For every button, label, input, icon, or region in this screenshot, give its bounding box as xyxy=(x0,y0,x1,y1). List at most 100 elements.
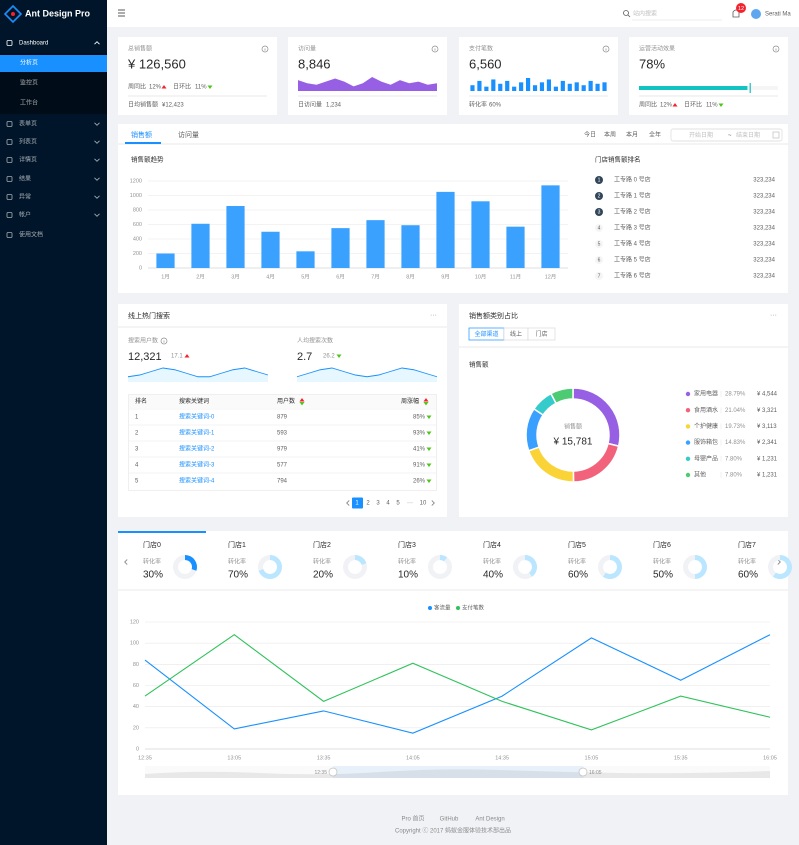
search-placeholder[interactable]: 站内搜索 xyxy=(633,10,657,18)
bar xyxy=(156,253,175,268)
cell-keyword[interactable]: 搜索关键词-2 xyxy=(179,445,215,453)
menu-icon xyxy=(6,40,13,46)
y-tick-label: 0 xyxy=(136,746,139,752)
y-tick-label: 800 xyxy=(133,207,142,213)
range-link[interactable]: 全年 xyxy=(649,131,661,139)
page-item[interactable]: 4 xyxy=(386,501,390,507)
cell-keyword[interactable]: 搜索关键词-4 xyxy=(179,477,215,485)
menu-item[interactable]: 表单页 xyxy=(19,120,37,128)
cell-change: 41% xyxy=(413,447,426,453)
y-tick-label: 200 xyxy=(133,251,142,257)
submenu-item[interactable]: 监控页 xyxy=(20,79,38,87)
cell-keyword[interactable]: 搜索关键词-1 xyxy=(179,429,215,437)
menu-icon xyxy=(6,157,13,163)
legend-name: 母婴产品 xyxy=(694,454,718,462)
store-name[interactable]: 门店0 xyxy=(143,540,161,549)
page-item[interactable]: 5 xyxy=(396,501,400,507)
down-arrow xyxy=(336,354,342,358)
legend-label[interactable]: 支付笔数 xyxy=(462,603,485,611)
user-name[interactable]: Serati Ma xyxy=(765,12,791,18)
menu-item[interactable]: Dashboard xyxy=(19,41,48,47)
footer-link[interactable]: GitHub xyxy=(440,817,459,823)
radio-button[interactable] xyxy=(527,327,556,341)
store-name[interactable]: 门店1 xyxy=(228,540,246,549)
chevron-icon xyxy=(124,559,128,565)
donut-slice xyxy=(549,387,574,405)
legend-dot xyxy=(685,408,691,413)
menu-item[interactable]: 异常 xyxy=(19,193,31,201)
legend-label[interactable]: 客流量 xyxy=(434,603,451,611)
notice-badge xyxy=(736,3,746,13)
avatar[interactable] xyxy=(751,9,761,19)
more-icon[interactable]: ··· xyxy=(770,312,777,319)
page-item[interactable]: ··· xyxy=(407,501,413,507)
tab[interactable]: 访问量 xyxy=(178,130,199,139)
tab-ink xyxy=(125,142,161,144)
more-icon[interactable]: ··· xyxy=(430,312,437,319)
trend-label: 日环比 xyxy=(173,83,191,91)
bar xyxy=(331,228,350,268)
x-tick-label: 10月 xyxy=(475,273,487,280)
store-name[interactable]: 门店7 xyxy=(738,540,756,549)
menu-item[interactable]: 使用文档 xyxy=(19,231,43,239)
cell-change: 85% xyxy=(413,415,426,421)
menu-icon xyxy=(6,139,13,145)
legend-share: 21.04% xyxy=(725,408,746,414)
menu-item[interactable]: 帐户 xyxy=(19,211,31,219)
date-picker[interactable] xyxy=(670,128,783,142)
tab[interactable]: 销售额 xyxy=(131,130,152,139)
page-item[interactable]: 3 xyxy=(376,501,380,507)
cell-change: 26% xyxy=(413,479,426,485)
payment-bar xyxy=(539,82,545,91)
legend-share: 14.83% xyxy=(725,440,746,446)
down-arrow xyxy=(207,85,213,89)
menu-item[interactable]: 列表页 xyxy=(19,138,37,146)
slider-handle[interactable] xyxy=(328,767,338,777)
payment-bar xyxy=(602,82,607,91)
cell-rank: 5 xyxy=(135,479,139,485)
legend-share: 7.80% xyxy=(725,473,743,479)
page-item[interactable]: 2 xyxy=(366,501,370,507)
rate-label: 转化率 xyxy=(483,558,501,566)
footer-link[interactable]: Ant Design xyxy=(475,817,504,823)
store-sales: 323,234 xyxy=(753,258,775,264)
store-name: 工专路 2 号店 xyxy=(614,208,651,216)
info-icon xyxy=(261,45,269,53)
store-name[interactable]: 门店2 xyxy=(313,540,331,549)
stores-card xyxy=(118,531,788,795)
chevron-icon xyxy=(94,195,100,199)
store-name[interactable]: 门店4 xyxy=(483,540,501,549)
store-name[interactable]: 门店5 xyxy=(568,540,586,549)
cell-keyword[interactable]: 搜索关键词-3 xyxy=(179,461,215,469)
menu-selected xyxy=(0,55,107,72)
down-arrow xyxy=(423,402,429,406)
store-name[interactable]: 门店3 xyxy=(398,540,416,549)
down-arrow xyxy=(426,447,432,451)
cell-keyword[interactable]: 搜索关键词-0 xyxy=(179,413,215,421)
submenu-item[interactable]: 分析页 xyxy=(20,59,38,67)
rate-label: 转化率 xyxy=(143,558,161,566)
rate-slice xyxy=(695,555,707,579)
submenu-item[interactable]: 工作台 xyxy=(20,99,38,107)
table-header xyxy=(129,395,436,408)
store-name[interactable]: 门店6 xyxy=(653,540,671,549)
footer-link[interactable]: Pro 首页 xyxy=(401,815,424,823)
slider-handle[interactable] xyxy=(578,767,588,777)
menu-item[interactable]: 详情页 xyxy=(19,156,37,164)
up-arrow xyxy=(672,103,678,107)
rank-badge xyxy=(595,176,603,184)
payment-bar xyxy=(470,85,475,91)
menu-item[interactable]: 结果 xyxy=(19,175,31,183)
logo-icon-dot xyxy=(11,12,15,16)
date-end: 结束日期 xyxy=(736,131,760,139)
payment-bar xyxy=(567,83,572,91)
legend-name: 家用电器 xyxy=(694,390,718,398)
range-link[interactable]: 本月 xyxy=(626,131,638,139)
page-item[interactable]: 10 xyxy=(420,501,427,507)
bar xyxy=(541,185,560,268)
range-link[interactable]: 今日 xyxy=(584,131,596,139)
page-item[interactable]: 1 xyxy=(355,501,359,507)
range-link[interactable]: 本周 xyxy=(604,131,616,139)
bar xyxy=(506,226,525,268)
footer-value: 1,234 xyxy=(326,103,342,109)
